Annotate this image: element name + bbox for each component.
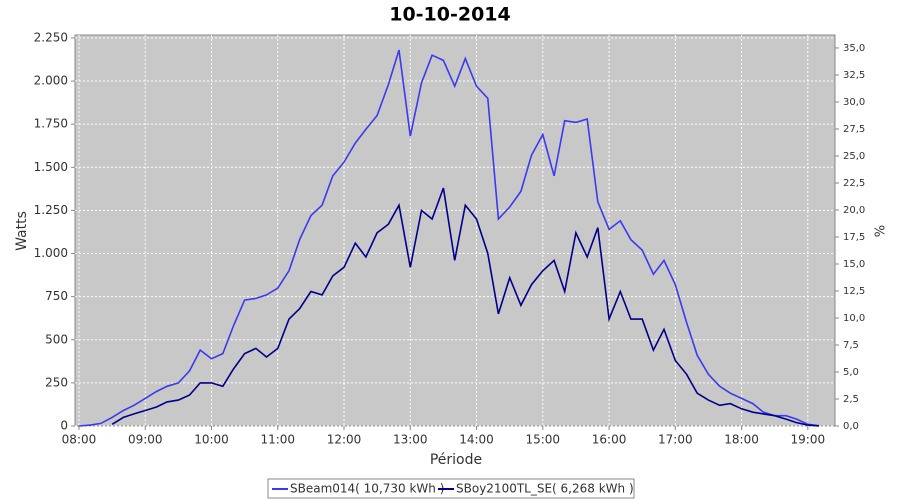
y-tick-label: 0 — [60, 419, 68, 433]
y-tick-label: 1.000 — [34, 246, 68, 260]
legend-label: SBeam014( 10,730 kWh ) — [290, 482, 444, 496]
x-tick-label: 09:00 — [128, 433, 163, 447]
y2-tick-label: 25,0 — [843, 151, 865, 162]
y2-tick-label: 10,0 — [843, 313, 865, 324]
y2-tick-label: 5,0 — [843, 367, 859, 378]
y2-tick-label: 20,0 — [843, 205, 865, 216]
x-tick-label: 19:00 — [791, 433, 826, 447]
y-tick-label: 1.250 — [34, 203, 68, 217]
y2-tick-label: 22,5 — [843, 178, 865, 189]
series-line — [78, 49, 820, 427]
x-tick-label: 16:00 — [592, 433, 627, 447]
chart-title: 10-10-2014 — [389, 4, 511, 26]
x-tick-label: 13:00 — [393, 433, 428, 447]
y2-tick-label: 27,5 — [843, 124, 865, 135]
y-tick-label: 1.500 — [34, 160, 68, 174]
y-tick-label: 250 — [45, 375, 68, 389]
plot-area — [74, 34, 836, 427]
y-tick-label: 1.750 — [34, 117, 68, 131]
y-tick-label: 2.250 — [34, 30, 68, 44]
series-line — [111, 187, 820, 427]
y2-axis-label: % — [874, 225, 889, 237]
x-tick-label: 08:00 — [62, 433, 97, 447]
x-tick-label: 12:00 — [327, 433, 362, 447]
y2-tick-label: 35,0 — [843, 43, 865, 54]
y2-tick-label: 17,5 — [843, 232, 865, 243]
y-tick-label: 2.000 — [34, 74, 68, 88]
y2-tick-label: 32,5 — [843, 70, 865, 81]
x-tick-label: 18:00 — [724, 433, 759, 447]
x-tick-label: 17:00 — [658, 433, 693, 447]
x-tick-label: 10:00 — [194, 433, 229, 447]
y2-tick-label: 7,5 — [843, 340, 859, 351]
y2-tick-label: 2,5 — [843, 394, 859, 405]
y-tick-label: 750 — [45, 289, 68, 303]
x-axis-label: Période — [430, 452, 482, 468]
x-tick-label: 15:00 — [525, 433, 560, 447]
y-axis-label: Watts — [14, 211, 30, 251]
x-tick-label: 11:00 — [260, 433, 295, 447]
legend-label: SBoy2100TL_SE( 6,268 kWh ) — [456, 482, 634, 496]
y2-tick-label: 30,0 — [843, 97, 865, 108]
y2-tick-label: 0,0 — [843, 421, 859, 432]
y-tick-label: 500 — [45, 332, 68, 346]
y2-tick-label: 12,5 — [843, 286, 865, 297]
x-tick-label: 14:00 — [459, 433, 494, 447]
y2-tick-label: 15,0 — [843, 259, 865, 270]
